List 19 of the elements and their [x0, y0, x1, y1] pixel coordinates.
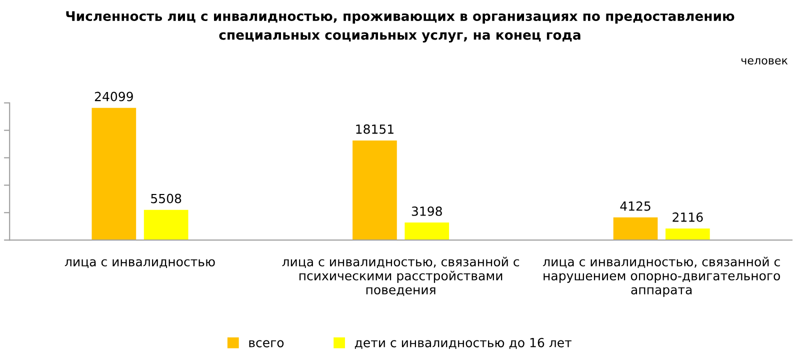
bar — [613, 217, 658, 240]
data-label: 24099 — [94, 92, 133, 102]
x-tick-label: лица с инвалидностью — [64, 259, 215, 268]
x-tick-label: лица с инвалидностью, связанной с психическими расстройствами поведения — [282, 256, 520, 296]
data-label: 5508 — [151, 194, 182, 204]
chart-title: Численность лиц с инвалидностью, проживающих в организациях по предоставлению специальных социальных услуг, на конец года — [66, 11, 734, 42]
x-tick-label: лица с инвалидностью, связанной с нарушением опорно-двигательного аппарата — [543, 256, 780, 297]
bar — [404, 222, 450, 240]
bar — [352, 140, 397, 240]
bar — [666, 228, 710, 240]
legend-label: дети с инвалидностью до 16 лет — [354, 338, 572, 349]
bar — [144, 210, 188, 240]
legend-label: всего — [249, 340, 284, 348]
data-label: 18151 — [356, 124, 394, 134]
data-label: 3198 — [412, 206, 442, 216]
bar — [92, 108, 136, 240]
data-label: 2116 — [672, 212, 703, 222]
text: человек — [741, 58, 788, 65]
data-label: 4125 — [620, 201, 650, 211]
